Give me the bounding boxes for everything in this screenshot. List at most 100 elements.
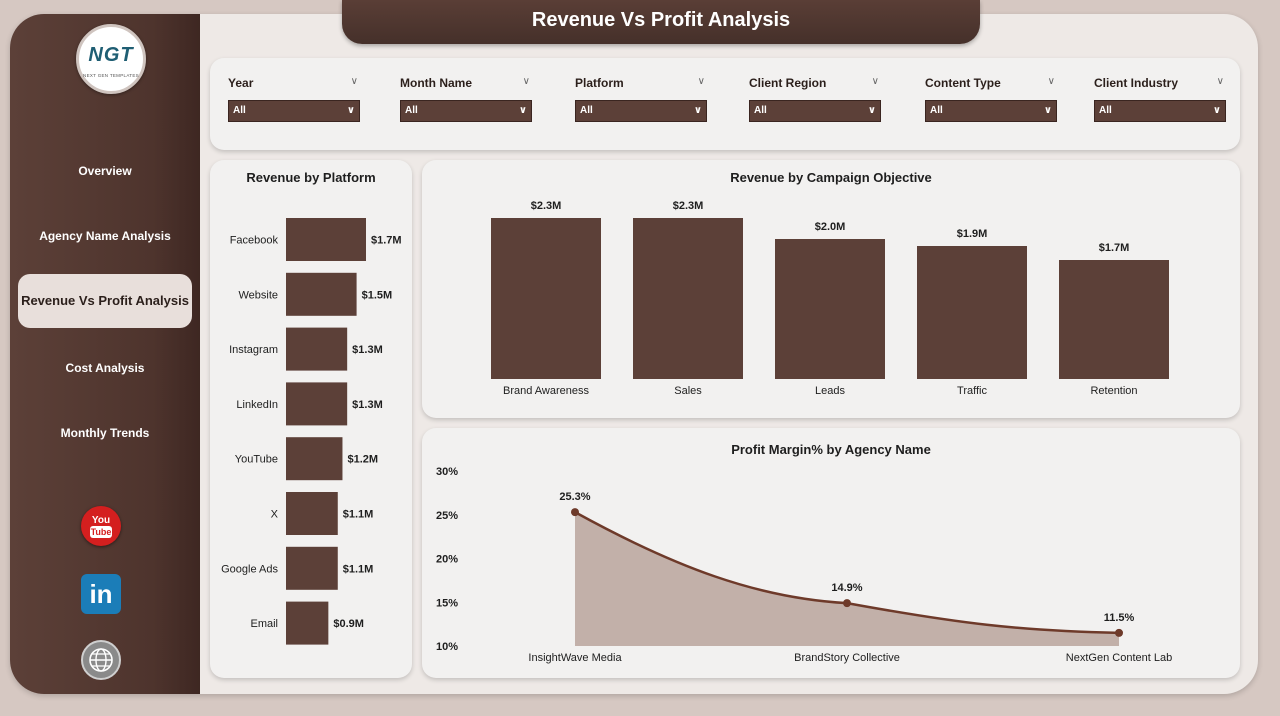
logo-text: NGT xyxy=(88,44,134,66)
chevron-down-icon[interactable]: ∨ xyxy=(1216,76,1224,87)
y-tick-label: 10% xyxy=(436,641,458,653)
bar-value-label: $1.2M xyxy=(347,454,378,466)
filter-label: Client Region xyxy=(749,76,827,90)
y-tick-label: 30% xyxy=(436,466,458,478)
bar xyxy=(633,218,743,379)
content-type-dropdown[interactable]: All ∨ xyxy=(925,100,1057,122)
bar-value-label: $1.1M xyxy=(343,509,374,521)
bar-value-label: $2.0M xyxy=(815,221,846,233)
bar-value-label: $1.1M xyxy=(343,563,374,575)
bar-value-label: $1.3M xyxy=(352,399,383,411)
bar-value-label: $1.9M xyxy=(957,228,988,240)
bar-category-label: Brand Awareness xyxy=(503,385,590,397)
sidebar-item-agency-name-analysis[interactable]: Agency Name Analysis xyxy=(39,229,171,243)
bar xyxy=(775,239,885,379)
chevron-down-icon[interactable]: ∨ xyxy=(522,76,530,87)
chart-title: Revenue by Platform xyxy=(246,170,376,185)
x-category-label: InsightWave Media xyxy=(528,652,622,664)
bar xyxy=(286,492,338,535)
filter-label: Platform xyxy=(575,76,624,90)
bar xyxy=(917,246,1027,379)
bar-value-label: $1.5M xyxy=(362,289,393,301)
logo-subtitle: NEXT GEN TEMPLATES xyxy=(83,73,139,78)
revenue-by-campaign-objective-chart: $2.3M Brand Awareness $2.3M Sales $2.0M Leads… xyxy=(491,200,1169,397)
filter-label: Content Type xyxy=(925,76,1001,90)
client-industry-dropdown[interactable]: All ∨ xyxy=(1094,100,1226,122)
chevron-down-icon: ∨ xyxy=(867,105,876,116)
chevron-down-icon[interactable]: ∨ xyxy=(350,76,358,87)
filter-content-type: Content Type ∨ All ∨ xyxy=(925,76,1057,122)
filter-client-region: Client Region ∨ All ∨ xyxy=(749,76,881,122)
page-title: Revenue Vs Profit Analysis xyxy=(342,0,980,44)
revenue-by-platform-chart: Facebook $1.7M Website $1.5M Instagram $1.3M L… xyxy=(221,218,402,645)
bar xyxy=(286,327,348,371)
bar-value-label: $2.3M xyxy=(531,200,562,212)
bar-category-label: Facebook xyxy=(230,235,279,247)
y-tick-label: 15% xyxy=(436,597,458,609)
bar xyxy=(286,218,366,261)
sidebar: NGT NEXT GEN TEMPLATES Overview Agency N… xyxy=(10,14,200,694)
filter-label: Month Name xyxy=(400,76,472,90)
month-name-dropdown[interactable]: All ∨ xyxy=(400,100,532,122)
bar-category-label: LinkedIn xyxy=(236,399,278,411)
filter-platform: Platform ∨ All ∨ xyxy=(575,76,707,122)
bar xyxy=(1059,260,1169,379)
revenue-by-platform-card: Revenue by Platform Facebook $1.7M Website… xyxy=(210,160,412,678)
chevron-down-icon: ∨ xyxy=(1043,105,1052,116)
bar-value-label: $1.7M xyxy=(371,235,402,247)
platform-dropdown[interactable]: All ∨ xyxy=(575,100,707,122)
sidebar-item-overview[interactable]: Overview xyxy=(78,164,132,178)
chevron-down-icon[interactable]: ∨ xyxy=(871,76,879,87)
chevron-down-icon: ∨ xyxy=(1212,105,1221,116)
sidebar-item-monthly-trends[interactable]: Monthly Trends xyxy=(60,426,150,440)
youtube-icon-top-text: You xyxy=(91,515,111,526)
dropdown-value: All xyxy=(930,105,943,116)
chevron-down-icon: ∨ xyxy=(346,105,355,116)
globe-icon[interactable] xyxy=(81,640,121,680)
profit-margin-by-agency-card: Profit Margin% by Agency Name 30% 25% 20% 1… xyxy=(422,428,1240,678)
data-label: 14.9% xyxy=(831,582,862,594)
client-region-dropdown[interactable]: All ∨ xyxy=(749,100,881,122)
data-label: 11.5% xyxy=(1104,612,1135,624)
filter-label: Year xyxy=(228,76,254,90)
chevron-down-icon[interactable]: ∨ xyxy=(697,76,705,87)
x-category-label: BrandStory Collective xyxy=(794,652,900,664)
bar xyxy=(286,382,348,426)
bar-category-label: Instagram xyxy=(229,344,278,356)
ngt-logo[interactable]: NGT NEXT GEN TEMPLATES xyxy=(76,24,146,94)
bar xyxy=(286,437,343,481)
linkedin-icon[interactable]: in xyxy=(81,574,121,614)
profit-margin-by-agency-chart: 30% 25% 20% 15% 10% 25.3% InsightWave Media 14.… xyxy=(436,466,1172,664)
dropdown-value: All xyxy=(1099,105,1112,116)
y-tick-label: 25% xyxy=(436,510,458,522)
bar-category-label: Sales xyxy=(674,385,702,397)
filter-label: Client Industry xyxy=(1094,76,1179,90)
chevron-down-icon[interactable]: ∨ xyxy=(1047,76,1055,87)
globe-icon-graphic xyxy=(89,648,113,672)
bar-value-label: $1.7M xyxy=(1099,242,1130,254)
year-dropdown[interactable]: All ∨ xyxy=(228,100,360,122)
bar xyxy=(286,546,338,590)
bar xyxy=(286,272,357,316)
bar-category-label: Email xyxy=(250,618,278,630)
data-point xyxy=(1115,628,1123,637)
bar-category-label: YouTube xyxy=(235,454,278,466)
dropdown-value: All xyxy=(405,105,418,116)
bar-value-label: $0.9M xyxy=(333,618,364,630)
filter-client-industry: Client Industry ∨ All ∨ xyxy=(1094,76,1226,122)
bar xyxy=(491,218,601,379)
data-label: 25.3% xyxy=(559,491,590,503)
chart-title: Profit Margin% by Agency Name xyxy=(731,442,931,457)
sidebar-item-revenue-vs-profit-analysis[interactable]: Revenue Vs Profit Analysis xyxy=(18,274,192,328)
youtube-icon[interactable]: You Tube xyxy=(81,506,121,546)
bar-category-label: Google Ads xyxy=(221,563,278,575)
sidebar-item-cost-analysis[interactable]: Cost Analysis xyxy=(65,361,145,375)
filter-month-name: Month Name ∨ All ∨ xyxy=(400,76,532,122)
youtube-icon-bottom-text: Tube xyxy=(90,526,112,538)
data-point xyxy=(843,599,851,608)
chevron-down-icon: ∨ xyxy=(518,105,527,116)
filter-panel: Year ∨ All ∨ Month Name ∨ All ∨ Platform ∨… xyxy=(210,58,1240,150)
bar-value-label: $1.3M xyxy=(352,344,383,356)
chevron-down-icon: ∨ xyxy=(693,105,702,116)
bar-category-label: Retention xyxy=(1090,385,1137,397)
